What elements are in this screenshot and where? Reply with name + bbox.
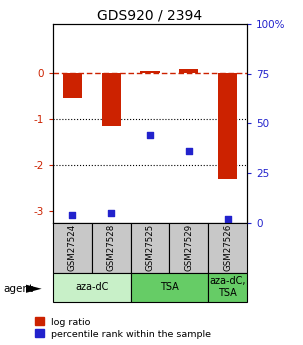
Bar	[169, 223, 208, 273]
Bar	[63, 72, 82, 98]
Text: GSM27524: GSM27524	[68, 224, 77, 271]
Text: GSM27526: GSM27526	[223, 224, 232, 271]
Bar	[53, 273, 131, 302]
Point	[70, 212, 75, 217]
Text: aza-dC,
TSA: aza-dC, TSA	[209, 276, 246, 298]
Bar	[218, 72, 237, 179]
Bar	[53, 223, 92, 273]
Bar	[92, 223, 131, 273]
Point	[186, 148, 191, 154]
Point	[109, 210, 114, 215]
Bar	[102, 72, 121, 126]
Bar	[208, 223, 247, 273]
Title: GDS920 / 2394: GDS920 / 2394	[98, 9, 202, 23]
Text: GSM27529: GSM27529	[184, 224, 193, 271]
Bar	[131, 273, 208, 302]
Text: TSA: TSA	[160, 282, 179, 292]
Text: GSM27528: GSM27528	[107, 224, 116, 271]
Point	[225, 216, 230, 221]
Text: aza-dC: aza-dC	[75, 282, 108, 292]
Bar	[208, 273, 247, 302]
Text: agent: agent	[3, 284, 33, 294]
Text: GSM27525: GSM27525	[145, 224, 155, 271]
Point	[148, 132, 152, 138]
Bar	[179, 69, 198, 72]
Legend: log ratio, percentile rank within the sample: log ratio, percentile rank within the sa…	[35, 317, 211, 338]
Polygon shape	[26, 285, 42, 293]
Bar	[131, 223, 169, 273]
Bar	[140, 71, 160, 72]
